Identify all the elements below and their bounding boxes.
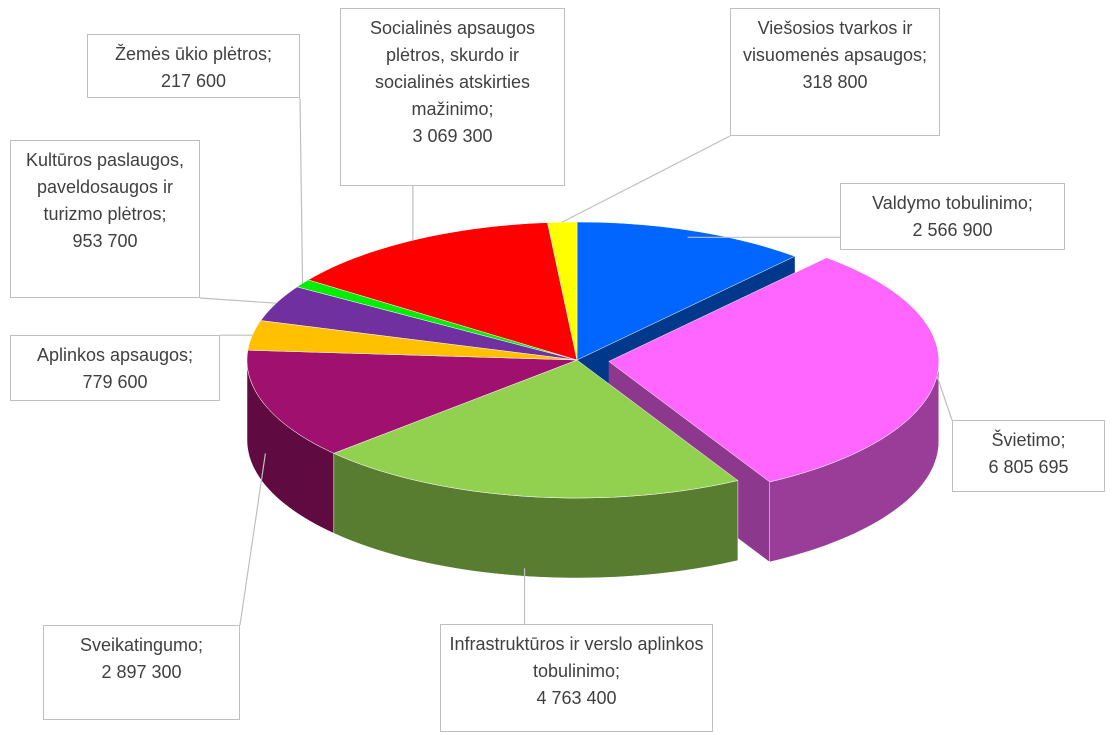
value-label: 953 700 [72,231,138,251]
data-label: Valdymo tobulinimo; 2 566 900 [840,183,1065,250]
category-label: Socialinės apsaugos plėtros, skurdo ir s… [369,18,536,119]
category-label: Aplinkos apsaugos; [36,345,194,365]
data-label: Kultūros paslaugos, paveldosaugos ir tur… [10,140,200,298]
value-label: 217 600 [160,71,227,91]
category-label: Infrastruktūros ir verslo aplinkos tobul… [449,634,704,681]
data-label: Infrastruktūros ir verslo aplinkos tobul… [440,624,713,732]
category-label: Sveikatingumo; [79,635,204,655]
slice [307,222,578,361]
value-label: 4 763 400 [536,688,617,708]
category-label: Kultūros paslaugos, paveldosaugos ir tur… [25,150,185,224]
value-label: 3 069 300 [412,126,493,146]
category-label: Valdymo tobulinimo; [872,193,1033,213]
slice [247,320,578,361]
category-label: Švietimo; [991,430,1066,450]
leader-line [936,375,953,421]
leader-line [199,297,277,304]
data-label: Sveikatingumo; 2 897 300 [43,625,240,720]
data-label: Viešosios tvarkos ir visuomenės apsaugos… [730,8,940,136]
leader-line [239,453,266,626]
slice [246,349,578,454]
data-label: Žemės ūkio plėtros; 217 600 [87,34,300,98]
value-label: 6 805 695 [988,457,1069,477]
category-label: Viešosios tvarkos ir visuomenės apsaugos… [742,18,928,65]
leader-line [299,97,304,284]
data-label: Aplinkos apsaugos; 779 600 [10,335,220,401]
leader-line [561,135,731,223]
value-label: 2 897 300 [101,662,182,682]
value-label: 2 566 900 [912,220,993,240]
data-label: Socialinės apsaugos plėtros, skurdo ir s… [340,8,565,186]
slice [576,221,796,361]
value-label: 318 800 [802,72,868,92]
category-label: Žemės ūkio plėtros; [114,44,273,64]
slice [260,286,578,361]
slice [333,359,739,499]
data-label: Švietimo; 6 805 695 [952,420,1105,492]
value-label: 779 600 [82,372,148,392]
